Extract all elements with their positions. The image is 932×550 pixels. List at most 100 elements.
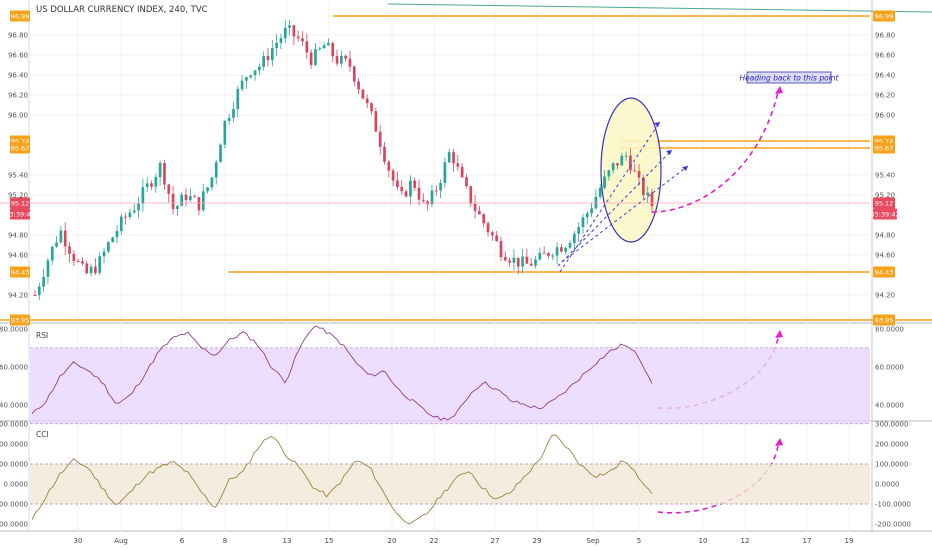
projection-arrow-main-head [775, 86, 783, 94]
cci-tick-right: 300.0000 [875, 421, 908, 429]
candle-body [137, 203, 140, 211]
candle-body [158, 162, 162, 178]
x-tick-label: 12 [741, 537, 750, 545]
cci-tick-right: 0.0000 [875, 481, 900, 489]
y-tick-label-left: 94.80 [8, 232, 28, 240]
cci-tick-right: 200.0000 [875, 441, 908, 449]
countdown-tag-right: 03:39:42 [870, 211, 899, 219]
cci-label: CCI [36, 430, 49, 439]
candle-body [564, 247, 568, 252]
cci-tick-right: 100.0000 [875, 461, 908, 469]
candle-body [85, 263, 89, 274]
candle-body [262, 56, 266, 67]
candle-body [374, 111, 378, 132]
candle-body [132, 210, 136, 213]
y-tick-label-left: 95.40 [8, 172, 28, 180]
countdown-tag-left: 03:39:42 [5, 211, 34, 219]
candle-body [512, 257, 516, 263]
candle-body [128, 212, 132, 218]
rsi-tick-left: 80.0000 [0, 325, 28, 333]
candle-body [357, 81, 360, 90]
candle-body [465, 177, 468, 187]
candle-body [629, 155, 632, 171]
candle-body [219, 144, 222, 163]
candle-body [154, 177, 158, 187]
candle-body [72, 253, 76, 262]
candle-body [89, 266, 93, 274]
candle-body [340, 55, 343, 64]
x-tick-label: Aug [114, 537, 128, 545]
candle-body [547, 253, 550, 256]
candle-body [214, 162, 218, 178]
candle-body [55, 242, 58, 247]
x-tick-label: 30 [74, 537, 83, 545]
last-price-tag-right-bg [873, 197, 895, 209]
candle-body [111, 237, 115, 243]
candle-body [508, 260, 511, 263]
y-tick-label-right: 96.80 [875, 32, 895, 40]
rsi-line [31, 325, 653, 421]
x-tick-label: Sep [586, 537, 600, 545]
countdown-tag-right-bg [873, 208, 897, 220]
candle-body [296, 36, 300, 39]
channel-line [561, 165, 689, 263]
candle-body [63, 230, 67, 247]
price-tag-left: 94.43 [11, 269, 30, 277]
rsi-tick-right: 80.0000 [875, 325, 904, 333]
price-tag-right: 96.99 [875, 13, 894, 21]
candle-body [499, 241, 503, 258]
cci-tick-left: -100.0000 [0, 501, 28, 509]
candle-body [119, 216, 123, 232]
last-price-tag-left: 95.12 [11, 200, 30, 208]
price-tag-right: 95.74 [875, 138, 894, 146]
price-tag-left-bg [10, 314, 30, 326]
candle-body [529, 263, 533, 266]
x-tick-label: 15 [325, 537, 334, 545]
candles-group [33, 19, 654, 300]
channel-arrowhead [682, 166, 688, 171]
candle-body [491, 232, 494, 236]
candle-body [197, 197, 201, 211]
candle-body [624, 155, 628, 157]
candle-body [646, 192, 650, 196]
candle-body [50, 246, 54, 261]
candle-body [171, 193, 175, 210]
candle-body [551, 255, 555, 257]
cci-tick-left: 300.0000 [0, 421, 28, 429]
y-tick-label-left: 96.40 [8, 72, 28, 80]
y-tick-label-left: 95.20 [8, 192, 28, 200]
last-price-tag-left-bg [10, 197, 30, 209]
candle-body [283, 27, 287, 39]
candle-body [521, 256, 524, 267]
candle-body [434, 190, 438, 192]
countdown-tag-left-bg [10, 208, 30, 220]
x-tick-label: 8 [223, 537, 227, 545]
candle-body [478, 210, 481, 215]
candle-body [275, 42, 278, 49]
candle-body [141, 187, 145, 204]
cci-tick-left: 0.0000 [4, 481, 29, 489]
candle-body [167, 184, 171, 194]
price-tag-right: 95.67 [875, 145, 894, 153]
projection-arrow-main [651, 91, 779, 213]
channel-arrowhead [666, 150, 672, 155]
price-tag-right-bg [873, 314, 895, 326]
candle-body [305, 41, 309, 53]
candle-body [331, 43, 335, 57]
candle-body [42, 276, 45, 287]
candle-body [572, 233, 576, 244]
candle-body [611, 163, 615, 171]
candle-body [176, 205, 179, 210]
candle-body [603, 176, 606, 188]
candle-body [266, 56, 270, 61]
candle-body [361, 89, 365, 99]
candle-body [568, 243, 572, 248]
cci-tick-right: -200.0000 [875, 521, 911, 529]
candle-body [245, 77, 248, 81]
y-tick-label-left: 96.00 [8, 112, 28, 120]
candle-body [227, 117, 231, 121]
last-price-tag-right: 95.12 [875, 200, 894, 208]
candle-body [581, 217, 585, 228]
cci-line [31, 434, 653, 525]
x-tick-label: 17 [803, 537, 812, 545]
